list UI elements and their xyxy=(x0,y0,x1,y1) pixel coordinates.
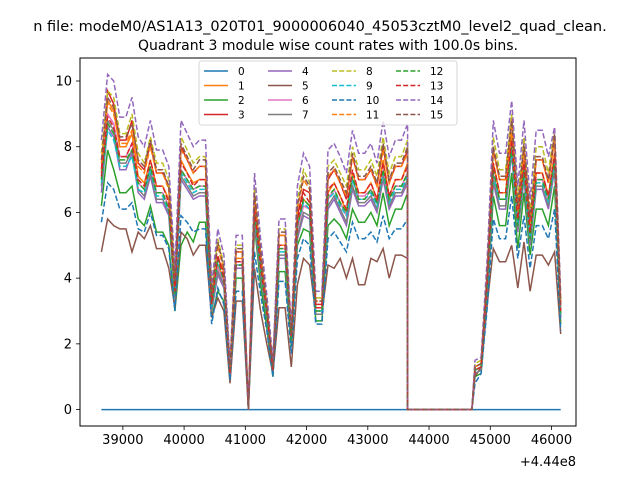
legend-label-12: 12 xyxy=(430,66,443,78)
series-line-14 xyxy=(100,72,562,411)
legend-label-9: 9 xyxy=(366,81,373,93)
legend-label-13: 13 xyxy=(430,81,443,93)
y-tick-label: 0 xyxy=(64,403,72,418)
legend-label-8: 8 xyxy=(366,66,373,78)
series-line-5 xyxy=(100,217,562,411)
legend-label-3: 3 xyxy=(238,110,245,122)
chart-title: Quadrant 3 module wise count rates with … xyxy=(138,38,518,54)
x-tick-label: 40000 xyxy=(163,433,204,448)
x-tick-label: 46000 xyxy=(531,433,572,448)
legend-label-2: 2 xyxy=(238,95,245,107)
y-tick-label: 2 xyxy=(64,337,72,352)
x-tick-label: 41000 xyxy=(225,433,266,448)
series-layer xyxy=(100,72,562,411)
x-tick-label: 42000 xyxy=(286,433,327,448)
x-tick-label: 44000 xyxy=(408,433,449,448)
y-tick-label: 8 xyxy=(64,140,72,155)
legend-label-14: 14 xyxy=(430,95,444,107)
figure-suptitle: n file: modeM0/AS1A13_020T01_9000006040_… xyxy=(33,19,607,35)
x-axis: 39000 40000 41000 42000 43000 44000 45000 46000 xyxy=(102,426,572,448)
y-tick-label: 6 xyxy=(64,206,72,221)
legend-label-1: 1 xyxy=(238,81,245,93)
series-line-10 xyxy=(100,181,562,411)
legend-frame xyxy=(198,60,458,126)
plot-frame xyxy=(79,57,577,427)
y-tick-label: 4 xyxy=(64,272,72,287)
legend-label-5: 5 xyxy=(302,81,309,93)
legend-label-15: 15 xyxy=(430,110,443,122)
x-tick-label: 45000 xyxy=(470,433,511,448)
series-line-8 xyxy=(100,89,562,411)
series-line-3 xyxy=(100,87,562,411)
series-line-15 xyxy=(100,95,562,411)
legend-label-0: 0 xyxy=(238,66,245,78)
legend-label-10: 10 xyxy=(366,95,379,107)
x-tick-label: 43000 xyxy=(347,433,388,448)
x-axis-offset-text: +4.44e8 xyxy=(520,455,576,470)
y-axis: 0 2 4 6 8 10 xyxy=(55,75,80,418)
legend-label-4: 4 xyxy=(302,66,309,78)
legend-label-6: 6 xyxy=(302,95,309,107)
legend-label-11: 11 xyxy=(366,110,379,122)
x-tick-label: 39000 xyxy=(102,433,143,448)
y-tick-label: 10 xyxy=(55,75,72,90)
legend-label-7: 7 xyxy=(302,110,309,122)
